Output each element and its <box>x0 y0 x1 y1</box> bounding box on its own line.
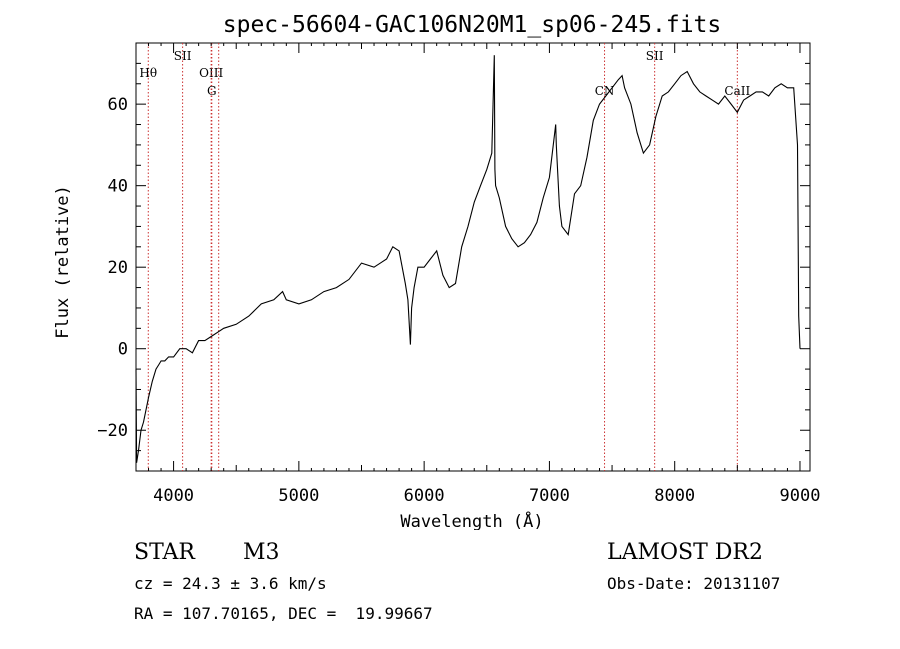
x-tick-label: 6000 <box>404 486 445 506</box>
object-subclass: M3 <box>243 540 280 565</box>
line-markers: Hθ SII OIII G CN SII CaII <box>139 43 751 471</box>
object-class: STAR <box>134 540 195 565</box>
y-tick-label: −20 <box>97 421 128 441</box>
line-marker-label: OIII <box>199 66 223 80</box>
x-tick-label: 4000 <box>153 486 194 506</box>
x-tick-label: 5000 <box>278 486 319 506</box>
y-tick-label: 0 <box>118 340 128 360</box>
axis-ticks: 4000 5000 6000 7000 8000 9000 −20 0 20 40 60 <box>97 42 821 506</box>
observation-date: Obs-Date: 20131107 <box>607 574 781 593</box>
redshift-velocity: cz = 24.3 ± 3.6 km/s <box>134 574 327 593</box>
y-tick-label: 20 <box>108 258 128 278</box>
y-axis-label: Flux (relative) <box>53 185 73 339</box>
survey-name: LAMOST DR2 <box>607 540 763 565</box>
line-marker-label: SII <box>174 49 192 63</box>
line-marker-label: CaII <box>724 84 750 98</box>
line-marker-label: CN <box>595 84 615 98</box>
line-marker-label: SII <box>646 49 664 63</box>
line-marker-label: G <box>207 84 217 98</box>
line-marker-label: Hθ <box>139 66 157 80</box>
x-tick-label: 7000 <box>529 486 570 506</box>
y-tick-label: 60 <box>108 95 128 115</box>
chart-title: spec-56604-GAC106N20M1_sp06-245.fits <box>223 12 722 38</box>
plot-frame <box>135 42 811 472</box>
x-tick-label: 9000 <box>780 486 821 506</box>
x-tick-label: 8000 <box>654 486 695 506</box>
x-axis-label: Wavelength (Å) <box>400 510 543 530</box>
y-tick-label: 40 <box>108 177 128 197</box>
coordinates: RA = 107.70165, DEC = 19.99667 <box>134 604 433 623</box>
spectrum-line <box>135 55 801 463</box>
spectrum-chart: spec-56604-GAC106N20M1_sp06-245.fits Hθ S… <box>53 12 821 530</box>
